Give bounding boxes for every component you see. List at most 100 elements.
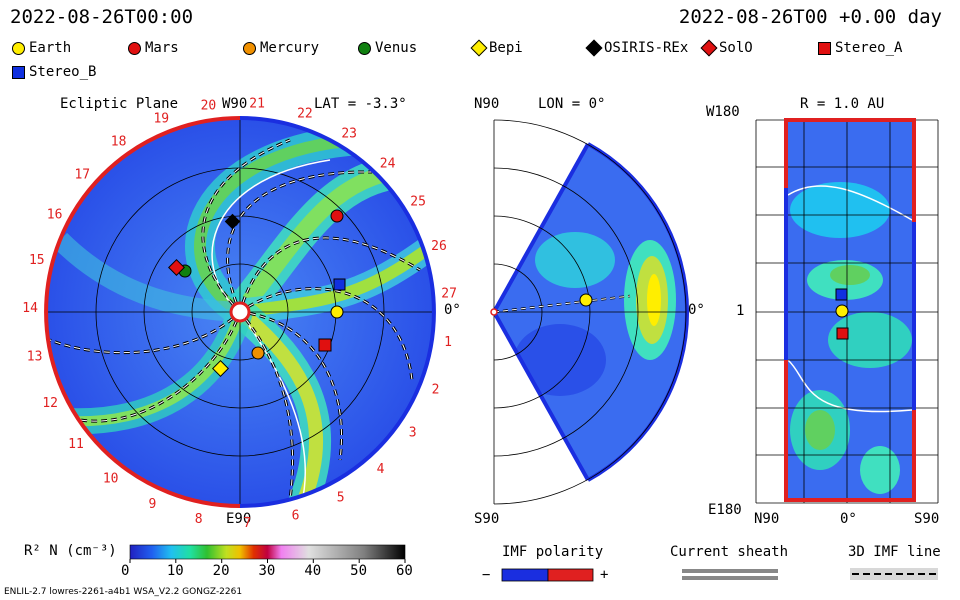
legend-label: Stereo_B [29,64,97,80]
ecliptic-boundary-red [44,116,241,508]
imf-polarity-label: IMF polarity [502,544,604,560]
carrington-tick-19: 19 [153,111,169,126]
lon-label: LON = 0° [538,96,606,112]
date-right: 2022-08-26T00 +0.00 day [678,6,942,28]
legend-label: Mercury [260,40,320,56]
carrington-tick-20: 20 [201,98,217,113]
ecliptic-title: Ecliptic Plane [60,96,179,112]
carrington-tick-10: 10 [103,472,119,487]
carrington-tick-18: 18 [111,135,127,150]
carrington-tick-1: 1 [444,335,452,350]
carrington-tick-2: 2 [432,382,440,397]
sphere-n90-label: N90 [754,511,780,527]
carrington-tick-22: 22 [297,106,313,121]
legend-item-mars: Mars [128,40,179,56]
circle-symbol-icon [358,41,371,55]
colorbar-tick-label: 10 [166,563,184,579]
colorbar-tick-label: 50 [350,563,368,579]
carrington-tick-16: 16 [47,207,63,222]
current-sheath-label: Current sheath [670,544,789,560]
meridional-zero-label: 0° [688,302,705,318]
colorbar-tick-label: 20 [212,563,230,579]
legend-label: Bepi [489,40,523,56]
carrington-tick-25: 25 [410,195,426,210]
legend-label: Earth [29,40,72,56]
sphere-mid-label: 1 [736,303,745,319]
carrington-tick-12: 12 [42,396,58,411]
legend-label: Mars [145,40,179,56]
legend-item-stereo-a: Stereo_A [818,40,902,56]
legend-label: SolO [719,40,753,56]
carrington-tick-23: 23 [341,127,357,142]
stereo-b-marker [333,278,346,291]
legend-item-solo: SolO [700,39,753,57]
carrington-tick-27: 27 [441,287,457,302]
colorbar-tick-label: 0 [121,563,130,579]
solo-marker [168,259,185,276]
current-sheath-sample [682,569,778,580]
legend-item-earth: Earth [12,40,71,56]
sphere-s90-label: S90 [914,511,940,527]
colorbar-tick-label: 40 [304,563,322,579]
carrington-tick-7: 7 [243,516,251,531]
e90-label: E90 [226,511,252,527]
circle-symbol-icon [243,41,256,55]
imf-minus: − [482,567,491,583]
date-left: 2022-08-26T00:00 [10,6,194,28]
bepi-marker [212,360,229,377]
legend-item-osiris-rex: OSIRIS-REx [585,39,689,57]
legend-label: Venus [375,40,418,56]
legend-item-mercury: Mercury [243,40,319,56]
carrington-tick-9: 9 [148,497,156,512]
carrington-tick-8: 8 [195,512,203,527]
carrington-tick-26: 26 [431,239,447,254]
osiris-rex-marker [224,213,241,230]
imf-plus: + [600,567,609,583]
imf-3d-line-sample [850,568,938,580]
ecliptic-zero-label: 0° [444,302,461,318]
carrington-tick-15: 15 [29,253,45,268]
w90-label: W90 [222,96,248,112]
carrington-tick-4: 4 [377,462,385,477]
footer-model: ENLIL-2.7 lowres-2261-a4b1 WSA_V2.2 GONG… [4,587,243,597]
stereo-a-marker [318,338,332,352]
carrington-tick-24: 24 [380,157,396,172]
carrington-tick-11: 11 [68,437,84,452]
colorbar-label: R² N (cm⁻³) [24,543,117,559]
e180-label: E180 [708,502,742,518]
square-symbol-icon [12,65,25,79]
sphere-zero-label: 0° [840,511,857,527]
legend-label: OSIRIS-REx [604,40,689,56]
legend-item-stereo-b: Stereo_B [12,64,96,80]
s90-label: S90 [474,511,500,527]
carrington-tick-3: 3 [409,425,417,440]
n90-label: N90 [474,96,500,112]
square-symbol-icon [818,41,831,55]
w180-label: W180 [706,104,740,120]
colorbar [129,544,406,560]
imf-3d-line-label: 3D IMF line [848,544,941,560]
ecliptic-boundary-blue [239,116,436,508]
carrington-tick-14: 14 [22,301,38,316]
carrington-tick-13: 13 [27,350,43,365]
meridional-plane [490,119,690,505]
circle-symbol-icon [12,41,25,55]
imf-polarity-positive [547,568,594,582]
lat-label: LAT = -3.3° [314,96,407,112]
legend-item-bepi: Bepi [470,39,523,57]
imf-polarity-negative [501,568,549,582]
circle-symbol-icon [128,41,141,55]
mars-marker [330,209,344,223]
sphere-panel [755,118,939,504]
carrington-tick-5: 5 [337,490,345,505]
r-label: R = 1.0 AU [800,96,885,112]
colorbar-tick-label: 60 [396,563,413,579]
sun-marker [229,301,251,323]
merid-earth-marker [579,293,593,307]
colorbar-tick-label: 30 [258,563,276,579]
earth-marker [330,305,344,319]
mercury-marker [251,346,265,360]
carrington-tick-6: 6 [292,509,300,524]
